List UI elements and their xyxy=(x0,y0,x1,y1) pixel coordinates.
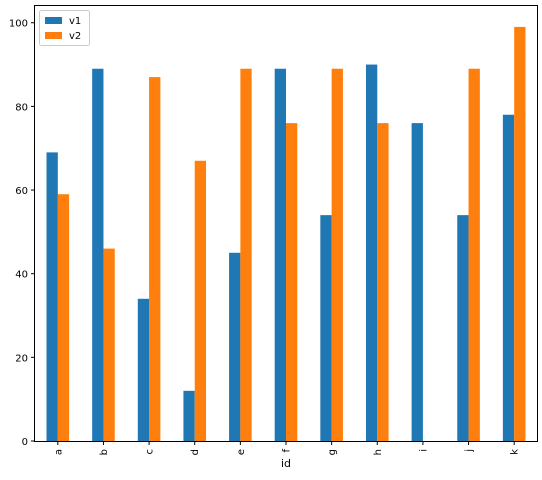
bar-v1-b xyxy=(92,68,104,441)
y-tick-label: 60 xyxy=(15,186,28,197)
x-tick-label: h xyxy=(373,449,384,455)
legend-box xyxy=(39,10,90,46)
bar-v2-b xyxy=(103,248,115,441)
x-tick-label: g xyxy=(327,449,338,455)
bar-v2-e xyxy=(240,68,252,441)
bar-v2-g xyxy=(331,68,343,441)
y-tick-label: 20 xyxy=(15,353,28,364)
x-tick-label: i xyxy=(418,449,429,452)
bar-v1-h xyxy=(365,64,378,442)
bar-v1-j xyxy=(457,215,469,441)
x-tick-label: j xyxy=(464,449,475,453)
y-tick-label: 80 xyxy=(15,102,28,113)
x-tick-label: e xyxy=(236,449,247,455)
x-tick-label: c xyxy=(145,449,156,455)
bar-v2-d xyxy=(194,160,207,441)
y-tick-label: 40 xyxy=(15,270,28,281)
y-tick-label: 0 xyxy=(22,437,28,448)
x-tick-label: k xyxy=(510,449,521,455)
x-axis-label: id xyxy=(281,457,291,470)
bar-v1-d xyxy=(183,390,195,441)
bar-v2-j xyxy=(468,68,480,441)
bar-v2-c xyxy=(149,77,161,441)
bar-v1-i xyxy=(411,123,423,441)
y-tick-label: 100 xyxy=(9,19,28,30)
x-axis-ticks: a b c d e f g h i j k xyxy=(53,441,521,455)
legend-label-v1: v1 xyxy=(69,16,81,27)
bars-layer xyxy=(46,26,526,442)
legend-label-v2: v2 xyxy=(69,31,81,42)
x-tick-label: d xyxy=(190,449,201,455)
y-axis-ticks: 0 20 40 60 80 100 xyxy=(9,19,35,448)
bar-v1-k xyxy=(502,114,515,441)
x-tick-label: b xyxy=(99,449,110,455)
x-tick-label: f xyxy=(282,449,293,453)
bar-v2-k xyxy=(514,26,526,442)
bar-v2-h xyxy=(377,123,389,441)
bar-v1-a xyxy=(46,152,58,441)
bar-v1-c xyxy=(137,298,150,441)
x-tick-label: a xyxy=(53,449,64,455)
bar-v1-g xyxy=(320,215,332,441)
bar-v2-a xyxy=(57,194,70,441)
legend-swatch-v2 xyxy=(45,32,62,39)
bar-v1-e xyxy=(229,252,241,441)
bar-v1-f xyxy=(274,68,286,441)
legend-swatch-v1 xyxy=(45,17,62,24)
bar-v2-f xyxy=(286,123,298,441)
